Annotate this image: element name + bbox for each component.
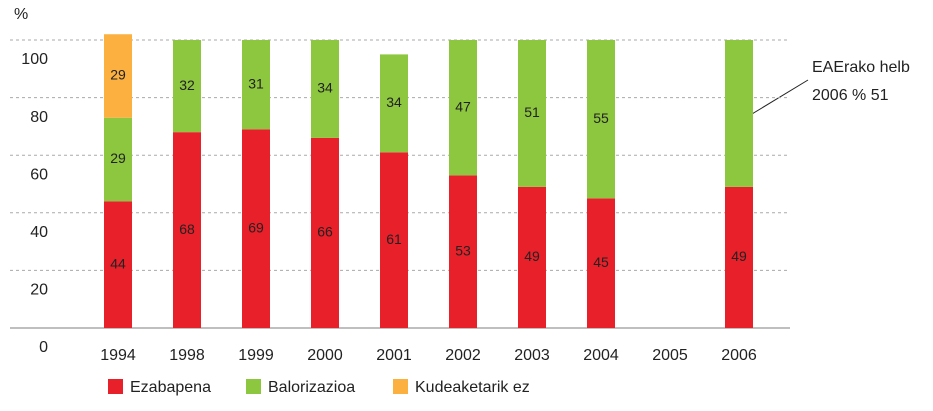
bar-segment bbox=[242, 129, 270, 328]
legend-swatch bbox=[108, 379, 123, 394]
data-label: 61 bbox=[386, 231, 402, 247]
data-label: 45 bbox=[593, 254, 609, 270]
legend-label: Kudeaketarik ez bbox=[415, 379, 530, 396]
x-tick-label: 1999 bbox=[238, 347, 274, 364]
data-label: 32 bbox=[179, 77, 195, 93]
annotation: 2006 % 51 bbox=[812, 87, 889, 104]
bar-segment bbox=[242, 40, 270, 130]
legend-label: Balorizazioa bbox=[268, 379, 355, 396]
bar-segment bbox=[311, 137, 339, 328]
bar-segment bbox=[380, 152, 408, 328]
x-tick-label: 2002 bbox=[445, 347, 481, 364]
x-tick-label: 2003 bbox=[514, 347, 550, 364]
data-label: 34 bbox=[317, 80, 333, 96]
data-label: 49 bbox=[524, 248, 540, 264]
legend-swatch bbox=[393, 379, 408, 394]
data-label: 51 bbox=[524, 104, 540, 120]
data-label: 34 bbox=[386, 94, 402, 110]
y-tick-label: 40 bbox=[30, 224, 48, 241]
data-label: 66 bbox=[317, 224, 333, 240]
data-label: 29 bbox=[110, 67, 126, 83]
x-tick-label: 1998 bbox=[169, 347, 205, 364]
x-tick-label: 2000 bbox=[307, 347, 343, 364]
x-tick-label: 2005 bbox=[652, 347, 688, 364]
bar-segment bbox=[518, 40, 546, 187]
y-axis-label: % bbox=[14, 6, 28, 23]
y-tick-label: 100 bbox=[21, 51, 48, 68]
data-label: 68 bbox=[179, 221, 195, 237]
y-tick-label: 0 bbox=[39, 339, 48, 356]
data-label: 47 bbox=[455, 98, 471, 114]
x-tick-label: 2001 bbox=[376, 347, 412, 364]
data-label: 31 bbox=[248, 75, 264, 91]
data-label: 53 bbox=[455, 242, 471, 258]
bar-segment bbox=[380, 54, 408, 153]
legend-label: Ezabapena bbox=[130, 379, 211, 396]
x-tick-label: 2004 bbox=[583, 347, 619, 364]
bar-segment bbox=[104, 201, 132, 328]
data-label: 69 bbox=[248, 219, 264, 235]
bar-segment bbox=[173, 132, 201, 328]
bar-segment bbox=[449, 175, 477, 328]
data-label: 44 bbox=[110, 255, 126, 271]
data-label: 49 bbox=[731, 248, 747, 264]
data-label: 29 bbox=[110, 150, 126, 166]
x-tick-label: 2006 bbox=[721, 347, 757, 364]
bar-segment bbox=[449, 40, 477, 176]
x-tick-label: 1994 bbox=[100, 347, 136, 364]
bar-segment bbox=[725, 186, 753, 328]
bar-segment bbox=[104, 117, 132, 202]
bar-segment bbox=[725, 40, 753, 187]
annotation: EAErako helb bbox=[812, 59, 910, 76]
bar-segment bbox=[587, 40, 615, 199]
data-label: 55 bbox=[593, 110, 609, 126]
y-tick-label: 80 bbox=[30, 109, 48, 126]
bar-segment bbox=[311, 40, 339, 138]
y-tick-label: 20 bbox=[30, 282, 48, 299]
legend-swatch bbox=[246, 379, 261, 394]
bar-segment bbox=[518, 186, 546, 328]
bar-segment bbox=[104, 34, 132, 118]
bar-segment bbox=[173, 40, 201, 133]
bar-segment bbox=[587, 198, 615, 328]
y-tick-label: 60 bbox=[30, 166, 48, 183]
